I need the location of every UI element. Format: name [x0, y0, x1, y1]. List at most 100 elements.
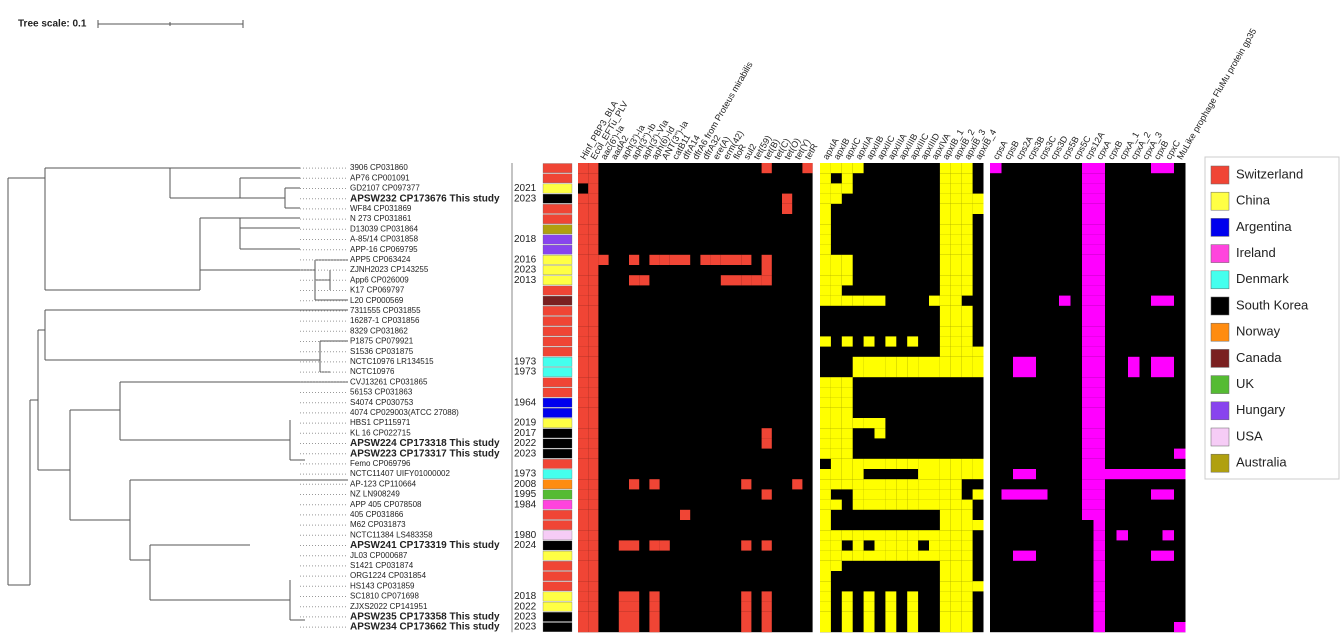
gene-present	[588, 448, 599, 459]
gene-present	[761, 438, 772, 449]
gene-present	[1116, 530, 1128, 541]
gene-present	[578, 346, 589, 357]
gene-present	[1082, 418, 1094, 429]
gene-present	[863, 611, 875, 622]
gene-present	[1093, 520, 1105, 531]
gene-present	[885, 367, 897, 378]
gene-present	[929, 540, 940, 551]
gene-present	[578, 305, 589, 316]
gene-present	[841, 530, 853, 541]
gene-present	[578, 224, 589, 235]
gene-present	[841, 438, 853, 449]
gene-present	[939, 530, 951, 541]
gene-present	[950, 458, 962, 469]
strain-label: App6 CP026009	[350, 275, 409, 284]
gene-present	[1059, 295, 1071, 306]
gene-present	[1093, 571, 1105, 582]
gene-present	[961, 560, 973, 571]
gene-present	[939, 520, 951, 531]
gene-present	[1082, 377, 1094, 388]
gene-present	[830, 285, 842, 296]
gene-present	[1082, 438, 1094, 449]
gene-present	[820, 469, 831, 480]
gene-present	[950, 224, 962, 235]
gene-present	[1093, 622, 1105, 633]
gene-present	[1162, 530, 1174, 541]
gene-present	[950, 234, 962, 245]
gene-present	[972, 458, 984, 469]
gene-present	[950, 367, 962, 378]
gene-present	[649, 591, 660, 602]
gene-present	[841, 479, 853, 490]
gene-present	[885, 540, 897, 551]
gene-present	[841, 173, 853, 184]
gene-present	[950, 295, 962, 306]
gene-present	[1093, 203, 1105, 214]
gene-present	[649, 622, 660, 633]
year-label: 2024	[514, 540, 537, 551]
gene-present	[874, 550, 886, 561]
gene-present	[588, 336, 599, 347]
gene-present	[578, 295, 589, 306]
gene-present	[896, 550, 908, 561]
gene-present	[649, 540, 660, 551]
gene-present	[1082, 244, 1094, 255]
gene-present	[950, 540, 962, 551]
gene-present	[830, 163, 842, 174]
gene-present	[578, 397, 589, 408]
gene-present	[929, 499, 940, 510]
legend-swatch	[1210, 401, 1230, 421]
gene-present	[1116, 469, 1128, 480]
gene-present	[820, 387, 831, 398]
year-label: 1973	[514, 469, 537, 480]
gene-present	[939, 591, 951, 602]
gene-present	[961, 224, 973, 235]
strain-label: HS143 CP031859	[350, 581, 415, 590]
year-label: 1980	[514, 530, 537, 541]
strain-label: 405 CP031866	[350, 510, 404, 519]
gene-present	[939, 234, 951, 245]
gene-present	[1093, 438, 1105, 449]
gene-present	[939, 346, 951, 357]
gene-present	[863, 356, 875, 367]
gene-present	[820, 489, 831, 500]
gene-present	[939, 183, 951, 194]
gene-present	[841, 550, 853, 561]
gene-present	[588, 285, 599, 296]
gene-present	[907, 499, 919, 510]
gene-present	[841, 295, 853, 306]
year-label: 1984	[514, 499, 537, 510]
gene-present	[588, 489, 599, 500]
gene-present	[907, 479, 919, 490]
gene-present	[578, 367, 589, 378]
gene-present	[1162, 489, 1174, 500]
gene-present	[588, 469, 599, 480]
gene-present	[852, 540, 864, 551]
gene-present	[578, 571, 589, 582]
gene-present	[885, 356, 897, 367]
gene-present	[1082, 346, 1094, 357]
legend-swatch	[1210, 165, 1230, 185]
country-cell	[542, 285, 573, 296]
gene-present	[950, 265, 962, 276]
strain-label: JL03 CP000687	[350, 551, 408, 560]
gene-present	[820, 499, 831, 510]
gene-present	[874, 540, 886, 551]
gene-present	[578, 316, 589, 327]
gene-present	[720, 254, 731, 265]
legend-swatch	[1210, 191, 1230, 211]
gene-present	[961, 285, 973, 296]
country-cell	[542, 581, 573, 592]
gene-present	[907, 611, 919, 622]
gene-present	[929, 458, 940, 469]
gene-present	[830, 418, 842, 429]
gene-present	[885, 489, 897, 500]
gene-present	[830, 550, 842, 561]
gene-present	[961, 622, 973, 633]
gene-present	[820, 336, 831, 347]
year-label: 1995	[514, 489, 537, 500]
gene-present	[629, 540, 640, 551]
year-label: 2008	[514, 479, 537, 490]
gene-present	[961, 214, 973, 225]
